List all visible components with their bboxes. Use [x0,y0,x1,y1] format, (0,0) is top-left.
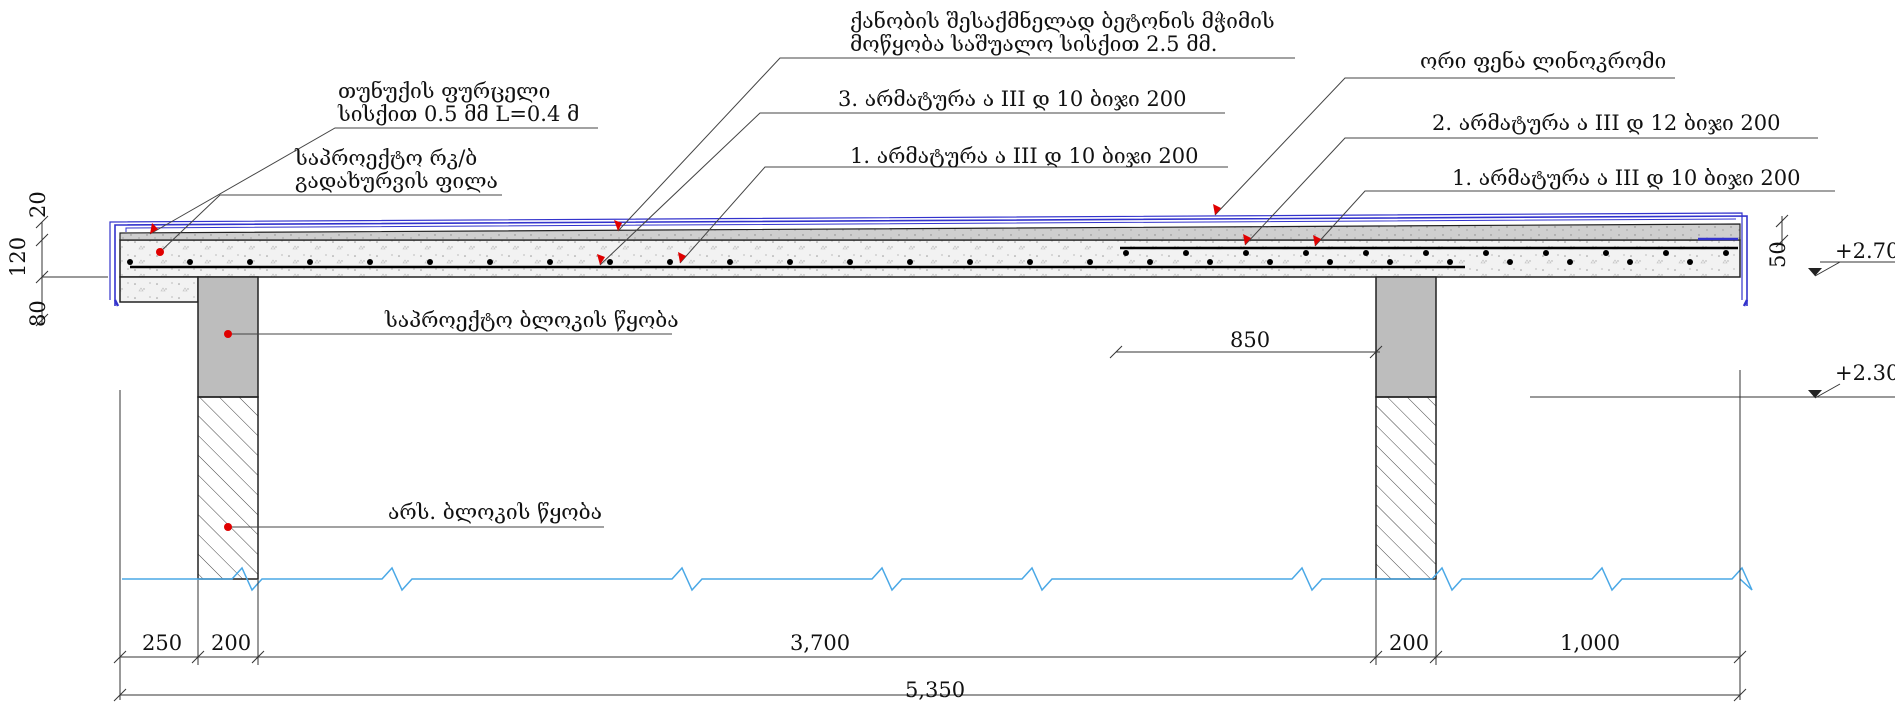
label-slab-2: გადახურვის ფილა [295,169,498,193]
roof-slab [109,212,1749,307]
membrane-line-3 [125,218,1737,232]
elevation-mark-bottom [1530,383,1895,399]
elevation-top: +2.70 [1835,239,1895,263]
rebar-dot [667,259,673,265]
screed-layer [119,223,1741,241]
rebar-dot [967,259,973,265]
label-rebar2: 2. არმატურა ა III დ 12 ბიჯი 200 [1432,111,1780,135]
rebar-dot [1567,259,1573,265]
label-membrane: ორი ფენა ლინოკრომი [1420,49,1666,73]
rebar-dot [547,259,553,265]
rebar-dot [1327,259,1333,265]
dim-850-line [1109,345,1383,359]
rebar-dot [1483,250,1489,256]
dim-20: 20 [26,191,50,218]
rebar-dot [1027,259,1033,265]
label-wall: არს. ბლოკის წყობა [388,500,602,524]
rebar-dot [1627,259,1633,265]
rebar-dot [1183,250,1189,256]
drip-left [113,299,120,307]
rebar-dot [727,259,733,265]
rebar-dot [1723,250,1729,256]
bottom-dims [113,370,1747,702]
rebar-dot [307,259,313,265]
dim-250: 250 [142,631,182,655]
elevation-bottom: +2.30 [1835,361,1895,385]
elevation-mark-top [1808,261,1895,277]
rebar-dot [1423,250,1429,256]
label-tin-1: თუნუქის ფურცელი [338,79,550,103]
beam-right [1375,276,1437,398]
wall-right [1375,396,1437,580]
rebar-dot [127,259,133,265]
label-rebar1-left: 1. არმატურა ა III დ 10 ბიჯი 200 [850,144,1198,168]
membrane-line-2 [109,212,1743,300]
rebar-dot [907,259,913,265]
dim-120: 120 [6,237,30,277]
drip-right [1742,299,1749,307]
slab-body [119,239,1741,278]
rebar-dot [247,259,253,265]
rebar-dot [847,259,853,265]
label-beam: საპროექტო ბლოკის წყობა [384,308,679,332]
rebar-dot [1507,259,1513,265]
dim-5350: 5,350 [905,678,965,702]
dim-3700: 3,700 [790,631,850,655]
right-vertical-dim [1775,214,1789,252]
label-rebar1-right: 1. არმატურა ა III დ 10 ბიჯი 200 [1452,166,1800,190]
membrane-line-1 [114,215,1748,306]
rebar-dot [187,259,193,265]
label-screed-2: მოწყობა საშუალო სისქით 2.5 მმ. [850,32,1217,56]
rebar-dot [427,259,433,265]
label-rebar3: 3. არმატურა ა III დ 10 ბიჯი 200 [838,87,1186,111]
rebar-dot [1087,259,1093,265]
dim-1000: 1,000 [1560,631,1620,655]
dim-200-right: 200 [1389,631,1429,655]
rebar-top-dots [1123,250,1729,256]
label-screed-1: ქანობის შესაქმნელად ბეტონის მჭიმის [850,9,1275,33]
rebar-dot [1123,250,1129,256]
rebar-dot [1543,250,1549,256]
rebar-bottom-dots [127,259,1693,265]
leader-arrows [150,204,1321,265]
rebar-dot [787,259,793,265]
rebar-dot [607,259,613,265]
dim-850: 850 [1230,328,1270,352]
rebar-dot [1387,259,1393,265]
slab-left-edge [119,276,199,303]
dim-80: 80 [26,300,50,327]
label-slab-1: საპროექტო რკ/ბ [294,146,477,170]
supports [197,276,1437,580]
leaders [149,57,1835,528]
rebar-dot [1147,259,1153,265]
dim-50: 50 [1766,241,1790,268]
rebar-dot [1303,250,1309,256]
rebar-dot [1687,259,1693,265]
wall-left [197,396,259,580]
rebar-dot [487,259,493,265]
left-vertical-dims [35,215,108,327]
rebar-dot [1363,250,1369,256]
rebar-dot [1243,250,1249,256]
dim-200-left: 200 [211,631,251,655]
rebar-dot [1603,250,1609,256]
rebar-dot [1207,259,1213,265]
rebar-dot [1663,250,1669,256]
ground-break-line [122,566,1753,592]
label-tin-2: სისქით 0.5 მმ L=0.4 მ [337,102,579,126]
rebar-dot [1267,259,1273,265]
rebar-dot [1447,259,1453,265]
leader-dots [156,248,232,531]
rebar-dot [367,259,373,265]
